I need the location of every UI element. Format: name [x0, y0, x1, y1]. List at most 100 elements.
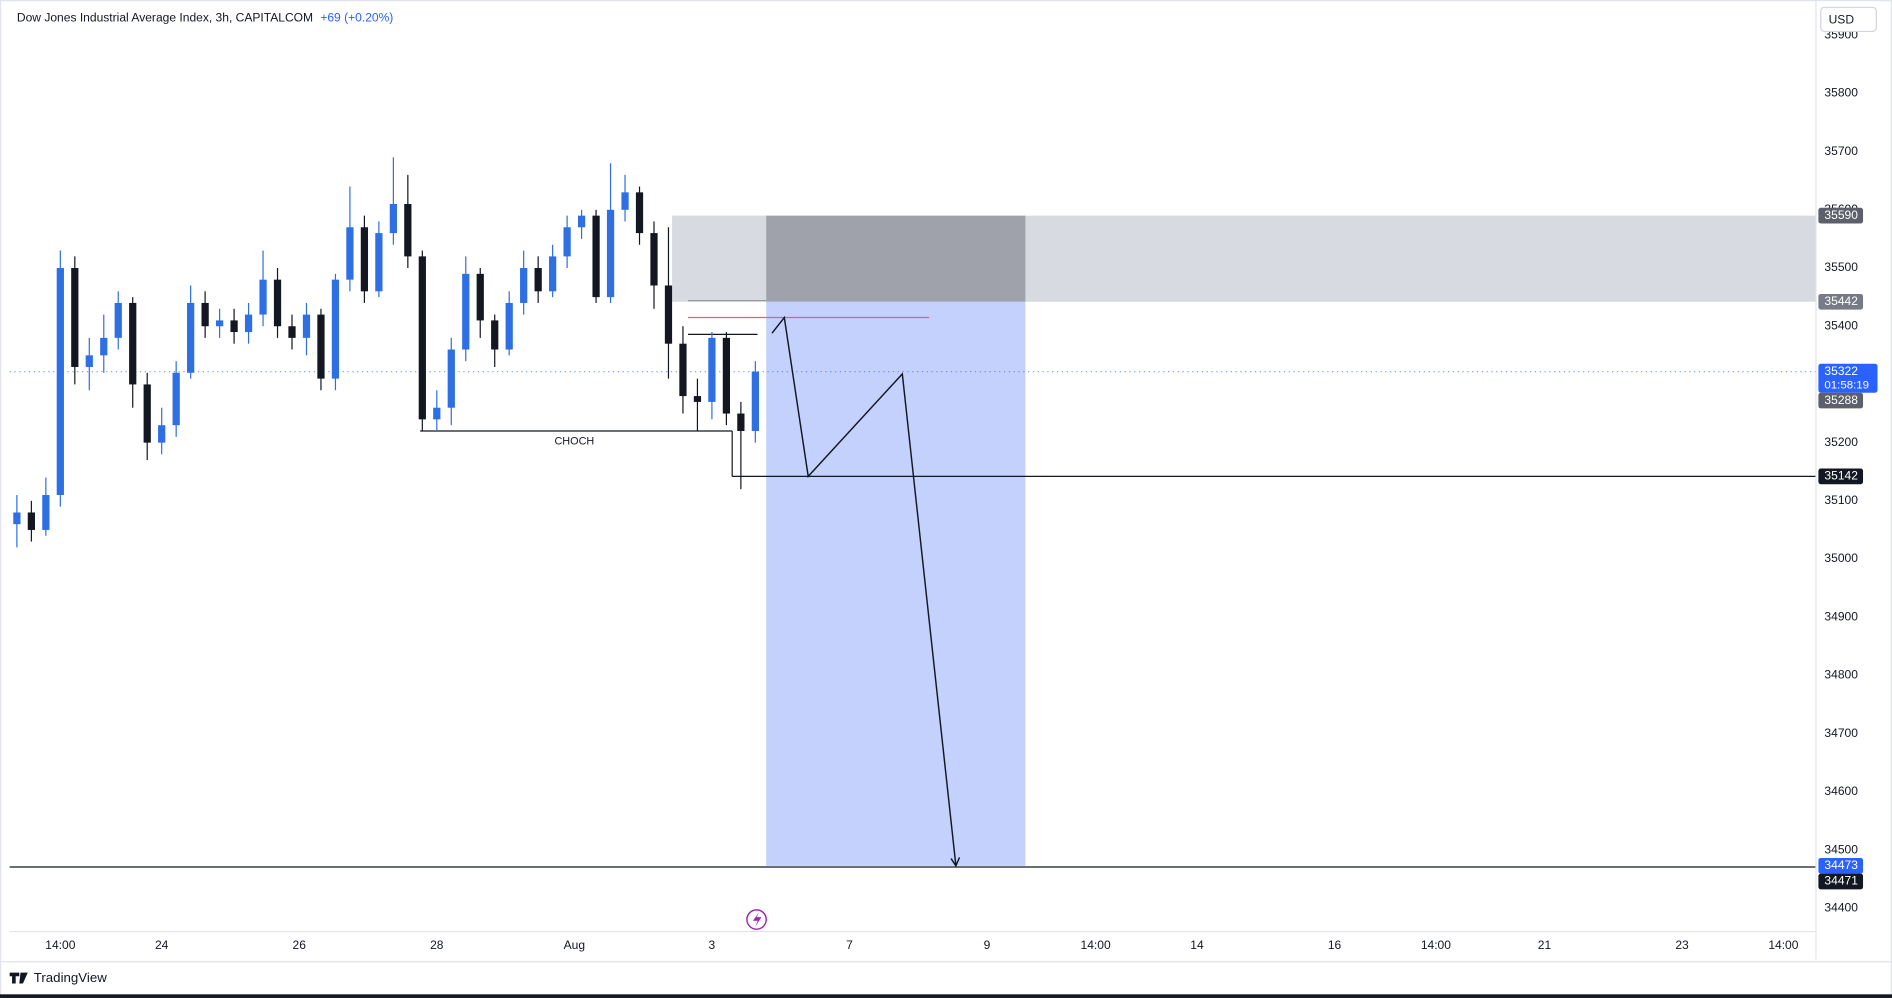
candle-body: [143, 384, 151, 443]
candle-body: [158, 425, 166, 443]
candle-body: [42, 495, 50, 530]
candle-body: [737, 413, 745, 431]
candle-body: [56, 268, 64, 496]
y-tick-label: 35200: [1824, 435, 1858, 449]
candle-body: [187, 302, 195, 373]
price-label: 35322: [1824, 364, 1858, 378]
candle-body: [201, 302, 209, 327]
currency[interactable]: USD: [1829, 13, 1855, 27]
x-tick-label: 21: [1538, 938, 1552, 952]
y-tick-label: 35700: [1824, 144, 1858, 158]
y-tick-label: 34900: [1824, 609, 1858, 623]
candle-body: [462, 273, 470, 350]
candle-body: [375, 233, 383, 292]
y-tick-label: 34800: [1824, 668, 1858, 682]
price-label-bg: [1818, 857, 1864, 874]
price-label: 35288: [1824, 393, 1858, 407]
candle-body: [346, 227, 354, 280]
change: +69 (+0.20%): [320, 10, 393, 24]
y-tick-label: 34700: [1824, 726, 1858, 740]
chart-title: Dow Jones Industrial Average Index, 3h, …: [17, 10, 313, 24]
candle-body: [273, 279, 282, 327]
x-tick-label: 14: [1190, 938, 1204, 952]
candle-body: [288, 326, 296, 338]
candle-body: [244, 314, 253, 333]
candle-body: [679, 343, 687, 397]
y-tick-label: 35000: [1824, 551, 1858, 565]
x-tick-label: Aug: [564, 938, 585, 952]
candle-body: [317, 314, 325, 379]
candle-body: [447, 349, 455, 408]
candle-body: [331, 279, 340, 379]
y-tick-label: 35100: [1824, 493, 1858, 507]
candle-body: [693, 396, 702, 402]
candle-body: [606, 209, 615, 298]
candle-body: [722, 337, 731, 414]
candle-body: [13, 512, 21, 525]
candle-body: [520, 268, 528, 303]
candle-body: [708, 337, 716, 402]
candle-body: [505, 302, 513, 350]
x-tick-label: 24: [155, 938, 169, 952]
zone: [766, 301, 1026, 866]
currency-button[interactable]: [1820, 6, 1877, 33]
candle-body: [360, 227, 369, 292]
projection-path: [771, 315, 957, 866]
candle-body: [302, 314, 311, 338]
x-tick-label: 14:00: [1768, 938, 1798, 952]
y-tick-label: 35500: [1824, 260, 1858, 274]
candle-body: [751, 371, 759, 431]
candle-body: [577, 215, 586, 228]
candle-body: [114, 302, 122, 338]
x-tick-label: 9: [984, 938, 991, 952]
price-label-bg: [1818, 873, 1864, 890]
arrow-head: [950, 857, 961, 868]
candle-body: [476, 273, 484, 321]
candle-body: [172, 372, 180, 426]
candle-body: [635, 192, 644, 234]
choch-label: CHOCH: [554, 436, 594, 448]
candle-body: [100, 337, 108, 356]
x-tick-label: 3: [709, 938, 716, 952]
x-tick-label: 23: [1675, 938, 1689, 952]
candle-body: [389, 203, 397, 234]
candle-body: [27, 512, 35, 530]
y-tick-label: 34600: [1824, 784, 1858, 798]
bottom-bar: [0, 994, 1892, 998]
price-label: 35142: [1824, 469, 1858, 483]
candle-body: [592, 215, 600, 298]
price-label-bg: [1818, 363, 1878, 393]
candle-body: [534, 268, 542, 292]
event-bolt: [752, 912, 762, 927]
candle-body: [259, 279, 267, 315]
price-label-bg: [1818, 392, 1864, 409]
x-tick-label: 14:00: [45, 938, 75, 952]
price-label: 34473: [1824, 858, 1858, 872]
candle-body: [621, 192, 629, 210]
candle-body: [215, 320, 224, 327]
price-label: 34471: [1824, 874, 1858, 888]
x-tick-label: 14:00: [1081, 938, 1111, 952]
candle-body: [230, 320, 238, 333]
y-tick-label: 34500: [1824, 842, 1858, 856]
candle-body: [85, 355, 93, 367]
footer-brand: TradingView: [34, 970, 107, 985]
candle-body: [418, 256, 426, 420]
candle-body: [491, 320, 499, 350]
x-tick-label: 7: [846, 938, 853, 952]
x-tick-label: 26: [293, 938, 307, 952]
candle-body: [404, 203, 412, 257]
candle-body: [549, 256, 557, 292]
x-tick-label: 28: [430, 938, 444, 952]
y-tick-label: 35800: [1824, 86, 1858, 100]
price-label: 35442: [1824, 294, 1858, 308]
countdown: 01:58:19: [1824, 380, 1869, 392]
price-label-bg: [1818, 207, 1864, 224]
price-label: 35590: [1824, 208, 1858, 222]
x-tick-label: 16: [1328, 938, 1342, 952]
candle-body: [650, 233, 658, 286]
y-tick-label: 35400: [1824, 318, 1858, 332]
candle-body: [664, 285, 673, 344]
